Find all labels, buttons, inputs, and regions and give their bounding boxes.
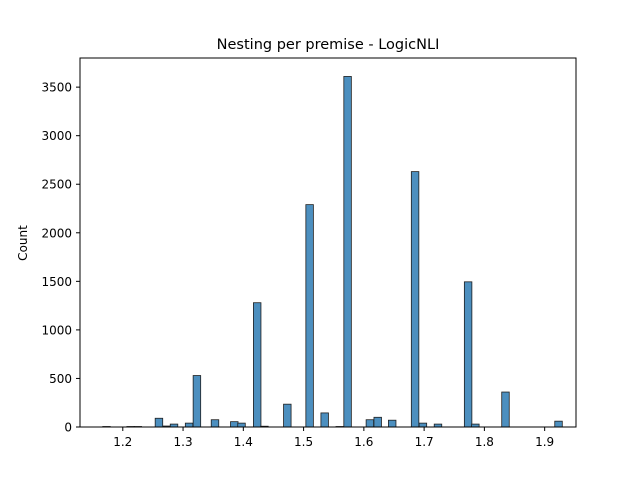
histogram-bar: [305, 204, 314, 428]
x-ticks-group: 1.2 1.3 1.4 1.5 1.6 1.7 1.8 1.9: [113, 427, 554, 449]
histogram-bar: [184, 422, 194, 428]
histogram-bar: [320, 412, 329, 428]
histogram-bar: [373, 416, 382, 428]
bars-group: [102, 76, 563, 428]
x-tick-label: 1.5: [294, 435, 313, 449]
histogram-bar: [192, 375, 202, 428]
y-tick-label: 1500: [41, 275, 72, 289]
histogram-bar: [283, 403, 292, 428]
y-tick-label: 2500: [41, 178, 72, 192]
x-tick-label: 1.6: [354, 435, 373, 449]
y-axis-label: Count: [16, 225, 30, 261]
histogram-bar: [253, 302, 262, 428]
histogram-bar: [410, 171, 420, 428]
histogram-bar: [418, 422, 428, 428]
x-tick-label: 1.9: [535, 435, 554, 449]
histogram-bar: [463, 281, 473, 428]
histogram-bar: [154, 417, 164, 428]
histogram-bar: [210, 419, 220, 428]
y-tick-label: 3000: [41, 129, 72, 143]
x-tick-label: 1.2: [113, 435, 132, 449]
histogram-bar: [343, 76, 352, 428]
y-tick-label: 0: [64, 421, 72, 435]
plot-frame: [79, 57, 577, 428]
x-tick-label: 1.3: [174, 435, 193, 449]
x-tick-label: 1.8: [475, 435, 494, 449]
histogram-bar: [237, 422, 246, 428]
histogram-bar: [554, 420, 563, 428]
histogram-bar: [365, 419, 375, 428]
chart-title: Nesting per premise - LogicNLI: [217, 37, 440, 53]
y-tick-label: 500: [49, 372, 72, 386]
histogram-bar: [230, 421, 239, 428]
x-tick-label: 1.4: [234, 435, 253, 449]
y-tick-label: 3500: [41, 81, 72, 95]
y-tick-label: 2000: [41, 226, 72, 240]
histogram-bar: [388, 419, 397, 428]
histogram-bar: [501, 391, 510, 428]
x-tick-label: 1.7: [415, 435, 434, 449]
y-ticks-group: 0 500 1000 1500 2000 2500 3000 3500: [41, 81, 80, 435]
y-tick-label: 1000: [41, 323, 72, 337]
